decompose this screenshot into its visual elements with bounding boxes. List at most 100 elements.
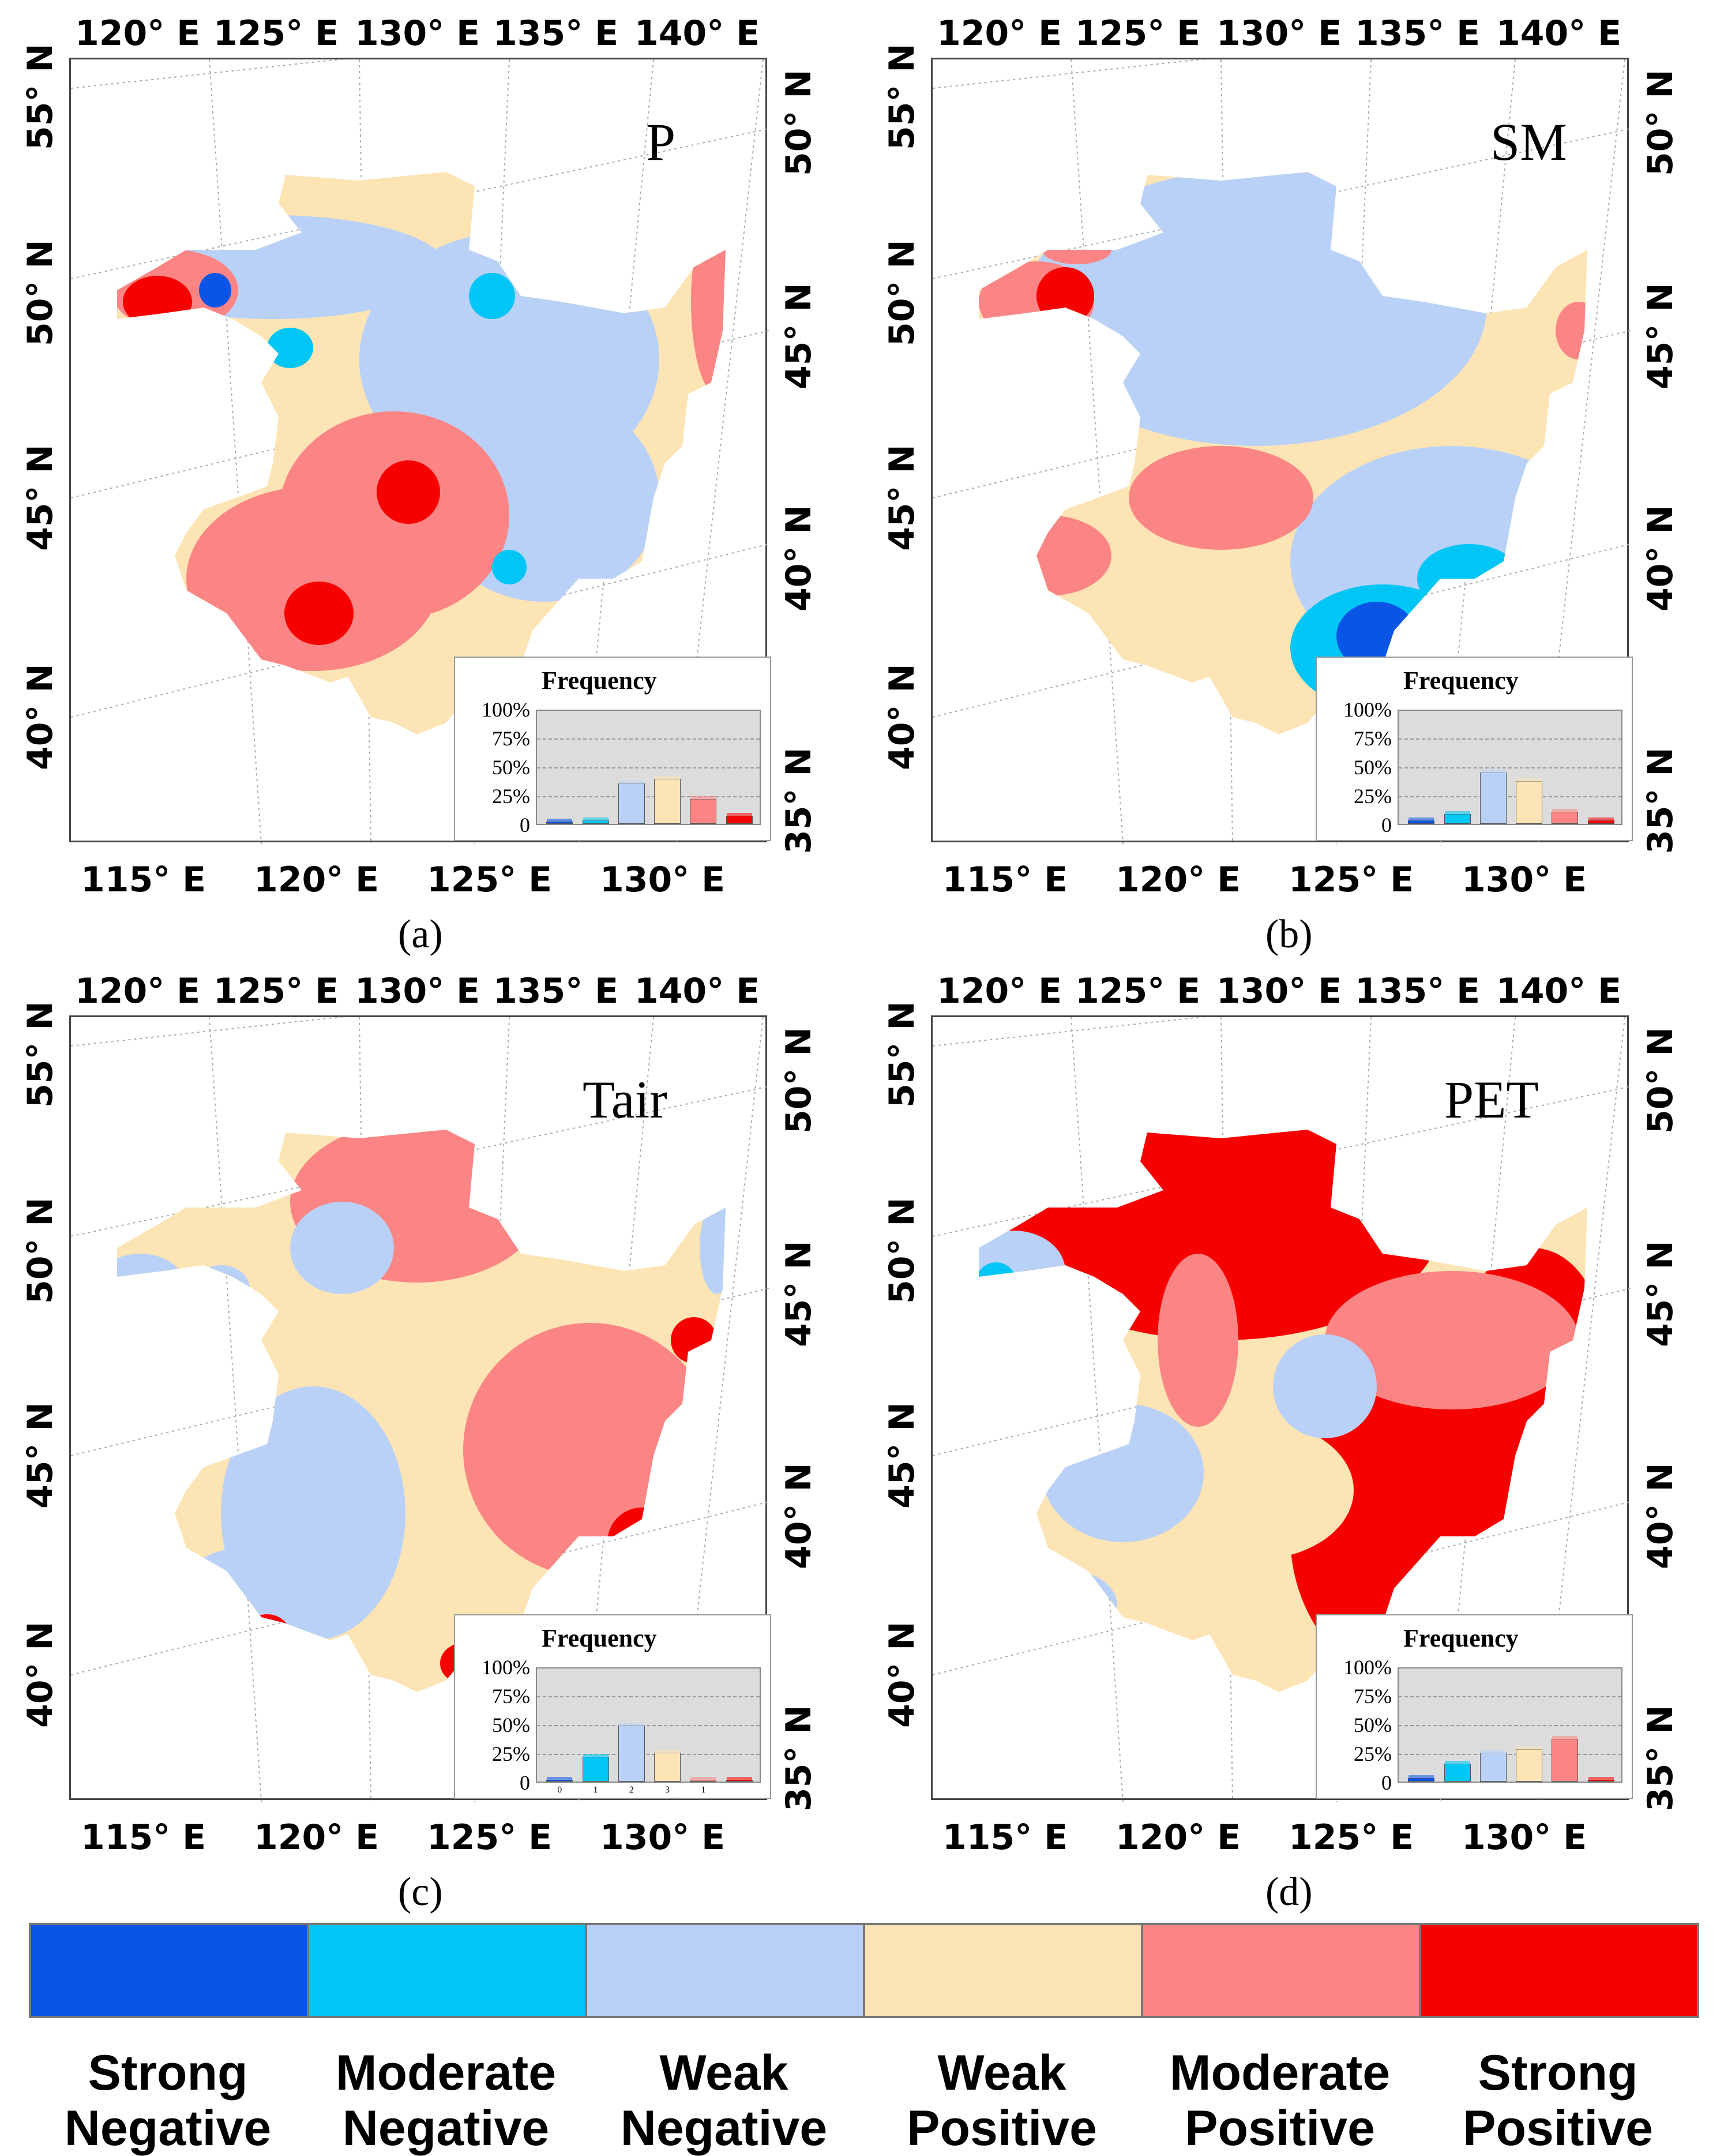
region-moderate-positive <box>1129 446 1313 550</box>
frequency-gridline <box>1399 1696 1621 1697</box>
lon-label-top: 140° E <box>1496 13 1622 54</box>
frequency-bar-top <box>726 1777 752 1780</box>
lon-label-bottom: 125° E <box>427 860 553 900</box>
lat-label-left: 40° N <box>20 663 61 770</box>
variable-label: Tair <box>583 1070 667 1129</box>
frequency-title: Frequency <box>542 1624 657 1652</box>
lat-label-right: 40° N <box>1640 505 1681 612</box>
lat-label-left: 45° N <box>20 444 61 551</box>
lon-label-top: 130° E <box>1216 971 1342 1011</box>
legend-label: Strong Negative <box>12 2045 324 2156</box>
frequency-bar-weak-negative <box>618 781 645 824</box>
region-weak-negative <box>117 1254 186 1323</box>
frequency-y-label: 50% <box>1354 1713 1392 1737</box>
frequency-plot-area <box>1398 1667 1622 1783</box>
frequency-bar-moderate-positive <box>1552 808 1579 824</box>
frequency-bar-top <box>1444 1760 1470 1764</box>
lat-label-right: 50° N <box>779 69 819 176</box>
legend-label: Weak Negative <box>568 2045 880 2156</box>
frequency-bar-weak-negative <box>618 1723 645 1782</box>
lat-label-left: 50° N <box>20 1197 61 1304</box>
frequency-gridline <box>1399 796 1621 797</box>
lon-label-bottom: 115° E <box>942 1817 1068 1858</box>
lat-label-left: 45° N <box>882 1402 922 1509</box>
frequency-y-label: 0 <box>1381 1771 1392 1794</box>
lat-label-right: 50° N <box>1640 69 1681 176</box>
lon-label-top: 135° E <box>1355 13 1481 54</box>
region-weak-negative <box>290 1202 394 1294</box>
frequency-bar-top <box>1516 1746 1542 1750</box>
lon-label-top: 120° E <box>75 971 201 1011</box>
map-panel-a: P 120° E 125° E 130° E 135° E 140° E 115° E 120… <box>0 0 862 958</box>
lat-label-right: 35° N <box>1640 747 1681 854</box>
frequency-bar-strong-positive <box>726 1777 753 1782</box>
frequency-title: Frequency <box>1403 1624 1519 1652</box>
map-frame <box>69 58 769 844</box>
lon-label-bottom: 120° E <box>1115 860 1241 900</box>
lat-label-right: 40° N <box>779 1463 819 1569</box>
lat-label-right: 45° N <box>779 1240 819 1347</box>
map-panel-d: PET 120° E 125° E 130° E 135° E 140° E 115° E 1… <box>862 958 1723 1915</box>
region-strong-positive <box>377 460 440 524</box>
legend-swatch-weak-negative <box>585 1923 865 2018</box>
lon-label-bottom: 120° E <box>1115 1817 1241 1858</box>
legend-label-line2: Positive <box>907 2101 1097 2156</box>
frequency-bar-top <box>726 813 752 817</box>
frequency-gridline <box>1399 738 1621 740</box>
lon-label-bottom: 130° E <box>1462 860 1587 900</box>
legend-label: Weak Positive <box>846 2045 1158 2156</box>
region-strong-positive <box>1036 267 1094 325</box>
lat-label-right: 35° N <box>779 1705 819 1812</box>
frequency-bar-top <box>655 1749 681 1753</box>
frequency-inset: Frequency 100% 75% 50% 25% 0 <box>454 657 771 841</box>
legend-label-line1: Strong <box>88 2045 248 2101</box>
frequency-bar-weak-negative <box>1479 1749 1507 1782</box>
frequency-y-label: 100% <box>1343 698 1392 721</box>
frequency-bar-label: 1 <box>593 1785 598 1795</box>
lon-label-bottom: 115° E <box>942 860 1068 900</box>
frequency-y-label: 25% <box>1354 785 1392 808</box>
lat-label-right: 35° N <box>779 747 819 854</box>
frequency-bar-weak-positive <box>654 776 681 824</box>
frequency-bar-top <box>547 819 573 823</box>
region-moderate-positive <box>691 209 726 394</box>
region-strong-positive <box>123 276 192 328</box>
lon-label-top: 135° E <box>493 971 619 1011</box>
lat-label-right: 45° N <box>1640 1240 1681 1347</box>
frequency-gridline <box>537 1696 760 1697</box>
frequency-bar-strong-positive <box>1587 1777 1614 1782</box>
lat-label-left: 55° N <box>882 1001 922 1108</box>
frequency-inset: Frequency 100% 75% 50% 25% 0 <box>1316 657 1633 841</box>
frequency-bar-weak-negative <box>1479 769 1507 824</box>
frequency-bar-top <box>690 1777 716 1780</box>
legend-label-line1: Moderate <box>1169 2045 1391 2101</box>
frequency-gridline <box>537 1754 760 1755</box>
legend-label: Moderate Positive <box>1124 2045 1436 2156</box>
frequency-y-label: 75% <box>492 727 530 750</box>
lat-label-right: 50° N <box>779 1027 819 1134</box>
frequency-bar-top <box>1588 1777 1614 1780</box>
region-strong-positive <box>671 1317 717 1363</box>
panel-letter: (d) <box>1265 1870 1313 1914</box>
lat-label-left: 55° N <box>882 43 922 150</box>
frequency-bar-moderate-negative <box>582 1754 609 1782</box>
frequency-bar-moderate-positive <box>1552 1736 1579 1782</box>
region-weak-negative <box>1273 1334 1377 1438</box>
region-weak-negative <box>1042 1404 1204 1542</box>
lon-label-top: 125° E <box>1075 971 1201 1011</box>
region-weak-negative <box>186 1548 302 1617</box>
frequency-y-label: 75% <box>492 1685 530 1708</box>
region-moderate-positive <box>463 1323 717 1577</box>
frequency-y-label: 0 <box>1381 813 1392 837</box>
lon-label-bottom: 130° E <box>1462 1817 1587 1858</box>
frequency-bar-top <box>1409 1775 1434 1779</box>
frequency-gridline <box>537 796 760 797</box>
frequency-y-label: 0 <box>520 813 530 837</box>
frequency-bar-top <box>1516 778 1542 782</box>
panel-letter: (b) <box>1265 912 1313 957</box>
legend-label-line1: Weak <box>659 2045 788 2101</box>
frequency-bar-label: 0 <box>557 1785 562 1795</box>
frequency-bar-moderate-positive <box>690 1777 717 1782</box>
frequency-bar-moderate-negative <box>582 818 609 824</box>
lon-label-top: 140° E <box>634 13 760 54</box>
